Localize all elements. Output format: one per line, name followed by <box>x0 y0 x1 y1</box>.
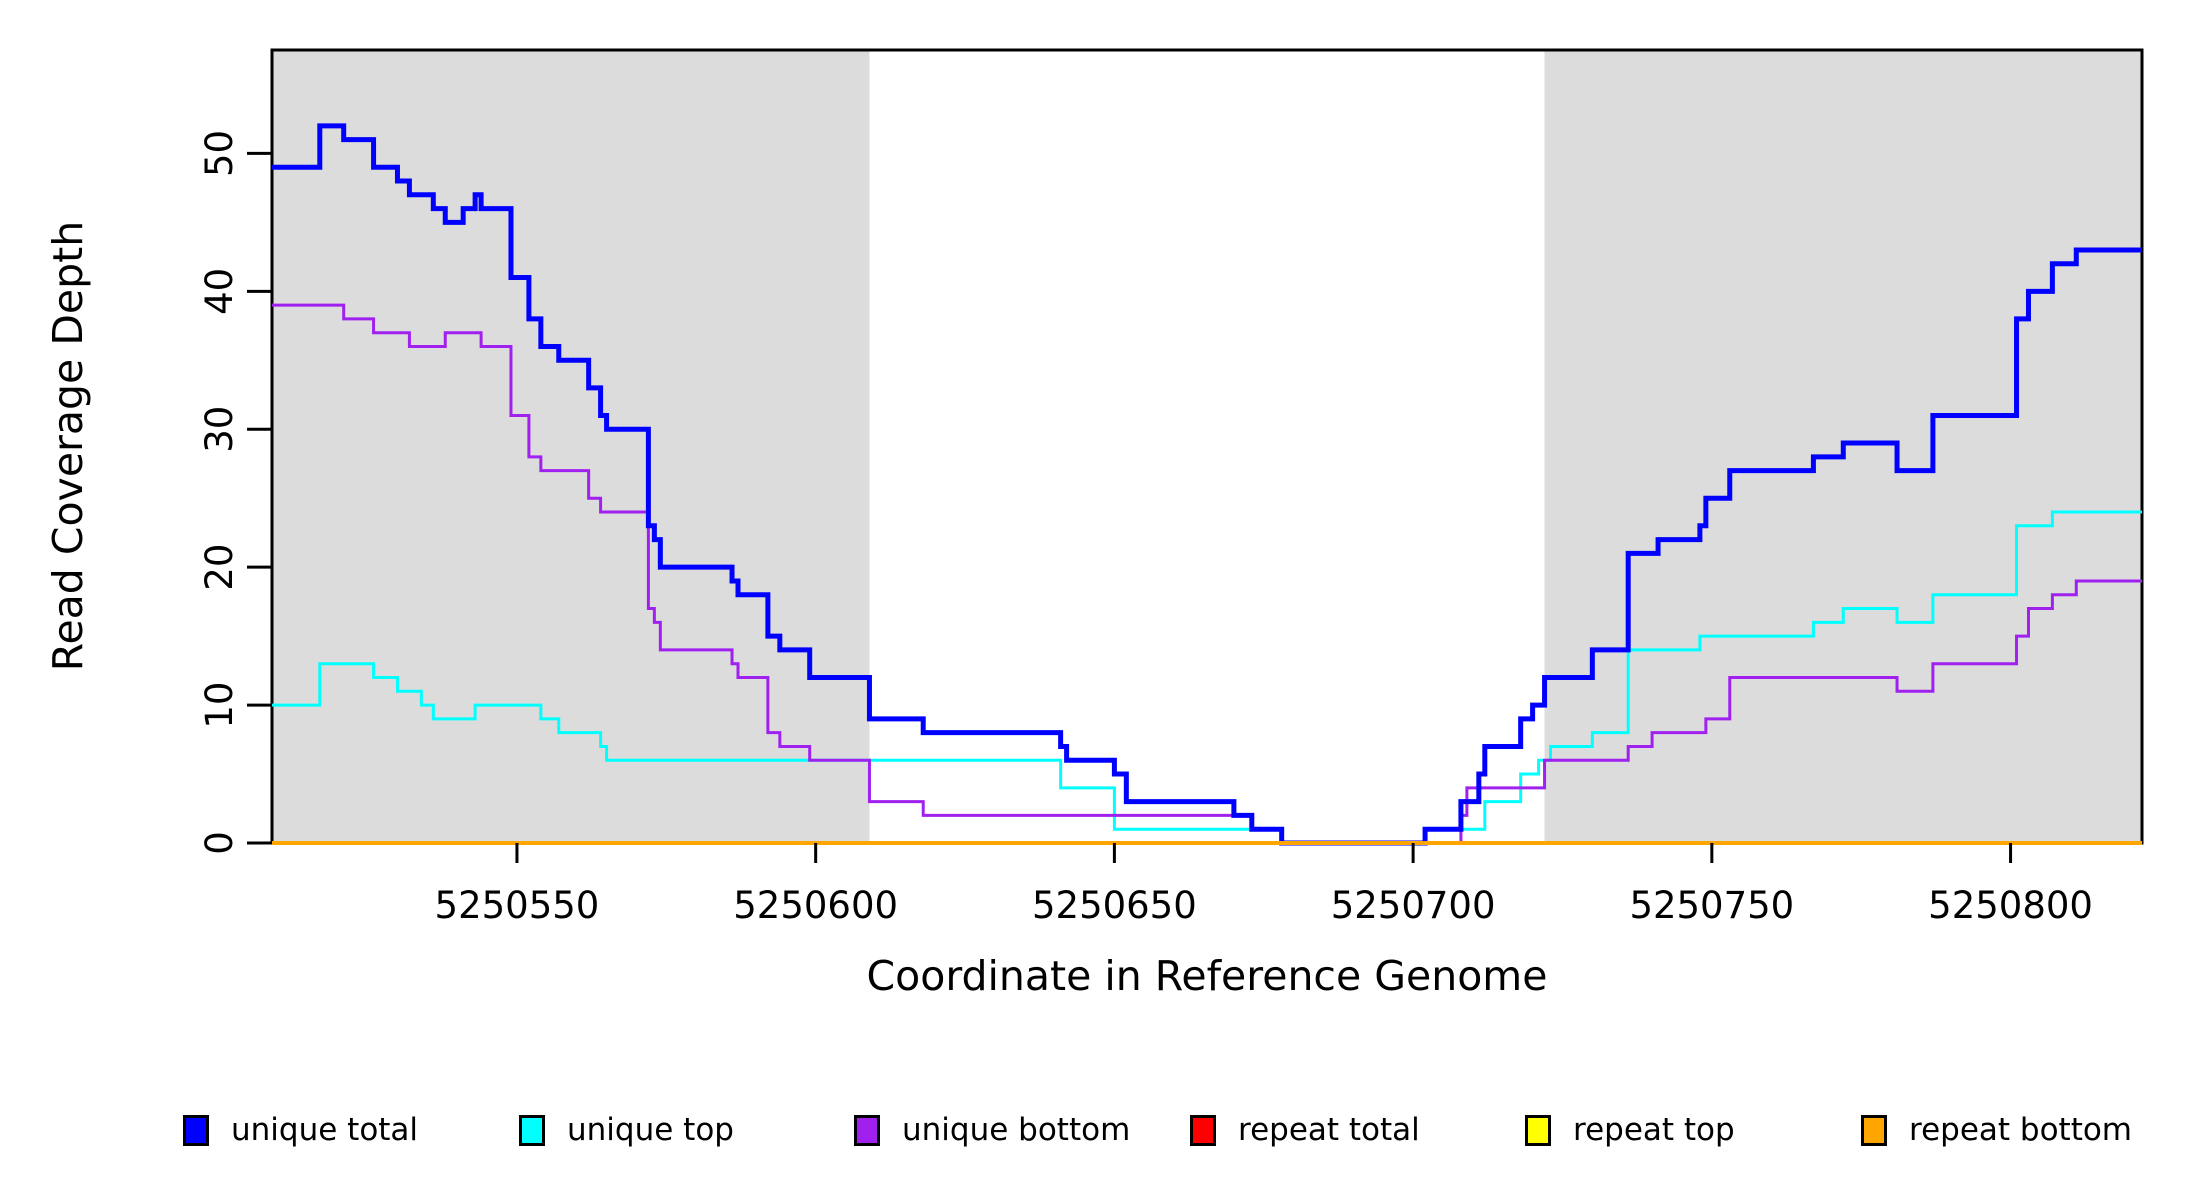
legend-item-repeat-top: repeat top <box>1525 1108 1735 1152</box>
x-tick-label: 5250600 <box>733 884 898 927</box>
legend-item-unique-total: unique total <box>183 1108 418 1152</box>
legend-swatch-repeat-top <box>1525 1114 1551 1146</box>
legend-label: repeat top <box>1573 1112 1735 1148</box>
legend-label: unique top <box>567 1112 734 1148</box>
legend-swatch-unique-total <box>183 1114 209 1146</box>
legend-item-repeat-bottom: repeat bottom <box>1861 1108 2132 1152</box>
legend-label: unique bottom <box>902 1112 1131 1148</box>
legend-label: repeat total <box>1238 1112 1420 1148</box>
legend-swatch-unique-bottom <box>854 1114 880 1146</box>
legend-item-unique-top: unique top <box>519 1108 734 1152</box>
legend-swatch-repeat-bottom <box>1861 1114 1887 1146</box>
axis-ticks: 5250550 5250600 5250650 5250700 5250750 52508… <box>198 130 2093 927</box>
legend-label: repeat bottom <box>1909 1112 2133 1148</box>
y-tick-label: 30 <box>198 406 241 453</box>
legend-swatch-unique-top <box>519 1114 545 1146</box>
y-axis-title: Read Coverage Depth <box>44 221 92 671</box>
coverage-series-lines <box>272 123 2142 846</box>
x-tick-label: 5250550 <box>435 884 600 927</box>
x-axis-title: Coordinate in Reference Genome <box>867 952 1548 1000</box>
y-tick-label: 50 <box>198 130 241 177</box>
legend: unique total unique top unique bottom repea… <box>0 1108 2200 1156</box>
series-line-unique-bottom <box>272 303 2142 845</box>
series-line-unique-total <box>272 123 2142 846</box>
legend-swatch-repeat-total <box>1190 1114 1216 1146</box>
x-tick-label: 5250650 <box>1032 884 1197 927</box>
legend-label: unique total <box>231 1112 419 1148</box>
legend-item-repeat-total: repeat total <box>1190 1108 1420 1152</box>
y-tick-label: 0 <box>198 831 241 855</box>
shaded-repeat-regions <box>272 50 2142 843</box>
y-tick-label: 40 <box>198 268 241 315</box>
y-tick-label: 20 <box>198 544 241 591</box>
x-tick-label: 5250700 <box>1331 884 1496 927</box>
x-tick-label: 5250800 <box>1928 884 2093 927</box>
shaded-region-0 <box>272 50 870 843</box>
y-tick-label: 10 <box>198 682 241 729</box>
x-tick-label: 5250750 <box>1629 884 1794 927</box>
legend-item-unique-bottom: unique bottom <box>854 1108 1130 1152</box>
